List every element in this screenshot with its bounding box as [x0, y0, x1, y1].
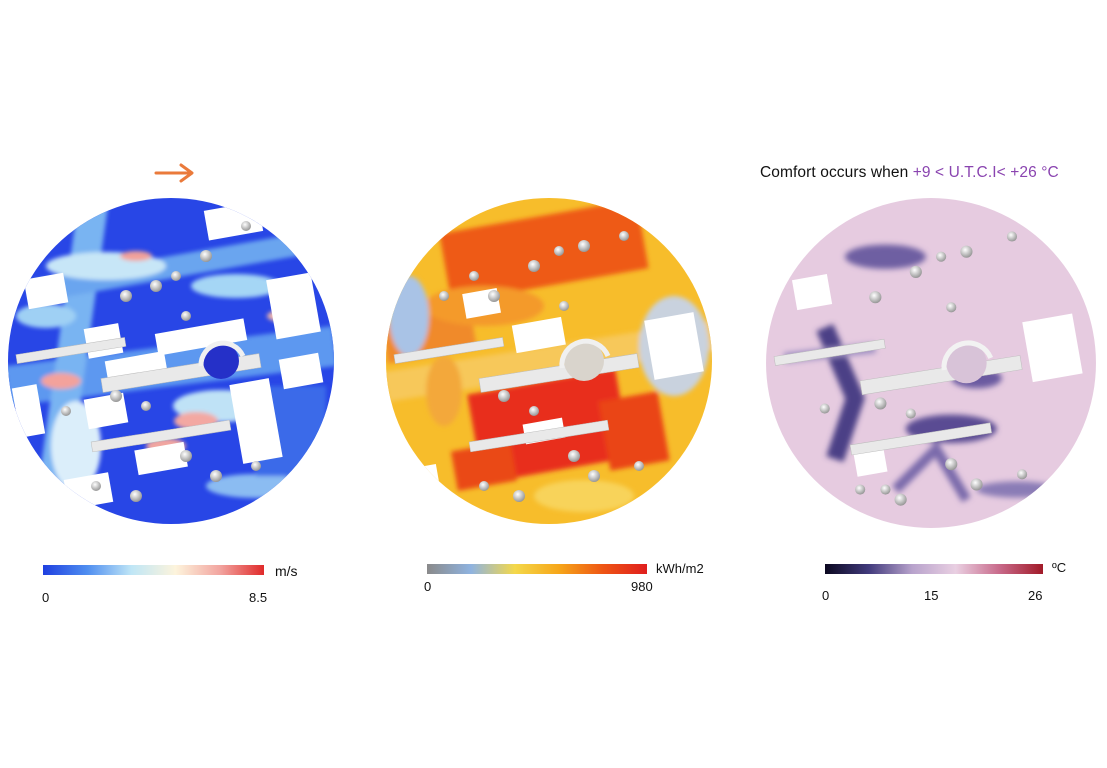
wind-unit-label: m/s — [275, 563, 298, 579]
comfort-note-range: +9 < U.T.C.I< +26 °C — [912, 164, 1059, 181]
radiation-unit-label: kWh/m2 — [656, 561, 704, 576]
utci-min-label: 0 — [822, 588, 830, 603]
wind-speed-colorbar — [43, 565, 264, 575]
radiation-max-label: 980 — [631, 579, 653, 594]
comfort-condition-note: Comfort occurs when +9 < U.T.C.I< +26 °C — [760, 164, 1059, 182]
utci-mid-label: 15 — [924, 588, 939, 603]
wind-direction-arrow-icon — [154, 163, 194, 183]
utci-comfort-map — [766, 198, 1096, 528]
utci-colorbar — [825, 564, 1043, 574]
wind-min-label: 0 — [42, 590, 50, 605]
solar-radiation-colorbar — [427, 564, 647, 574]
radiation-min-label: 0 — [424, 579, 432, 594]
wind-speed-map — [8, 198, 334, 524]
solar-radiation-map — [386, 198, 712, 524]
utci-max-label: 26 — [1028, 588, 1043, 603]
comfort-note-prefix: Comfort occurs when — [760, 164, 913, 181]
wind-max-label: 8.5 — [249, 590, 268, 605]
utci-unit-label: ºC — [1052, 560, 1067, 575]
